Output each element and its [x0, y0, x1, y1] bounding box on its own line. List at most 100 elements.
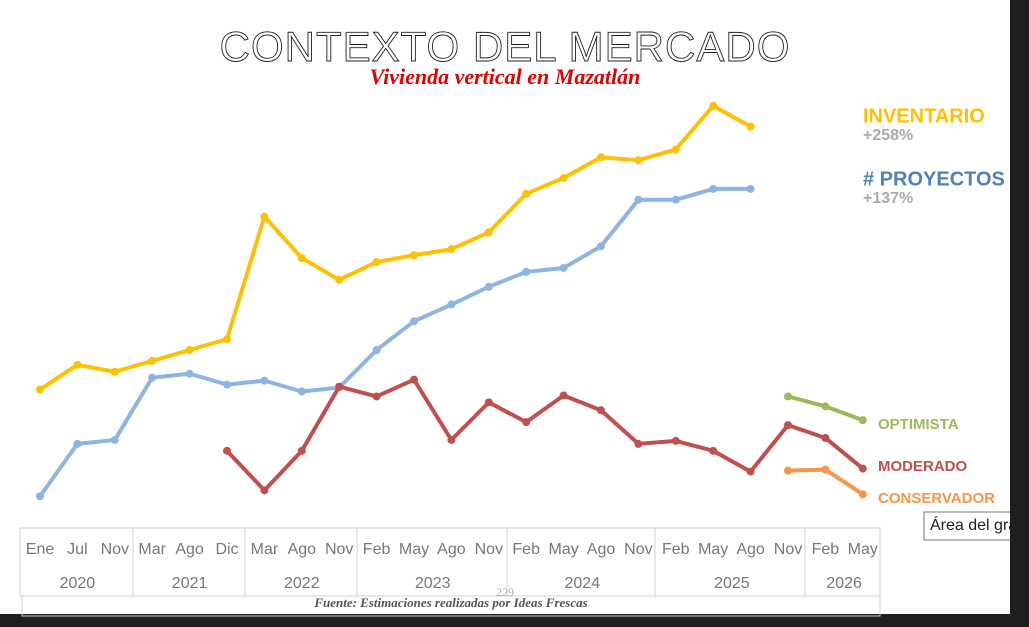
point [559, 174, 568, 183]
point [671, 195, 680, 204]
x-tick-label: Dic [215, 541, 238, 558]
point [185, 369, 194, 378]
point [335, 275, 344, 284]
series-line [38, 103, 752, 392]
point [372, 258, 381, 267]
point [372, 346, 381, 354]
x-tick-label: Nov [101, 541, 129, 558]
point [522, 189, 531, 198]
point [148, 373, 157, 382]
x-tick-label: Feb [662, 541, 690, 558]
x-tick-label: Mar [138, 541, 166, 558]
x-tick-label: Nov [475, 541, 503, 558]
point [223, 380, 231, 389]
point [709, 446, 718, 455]
source: Fuente: Estimaciones realizadas por Idea… [313, 595, 587, 610]
x-tick-label: May [698, 541, 728, 558]
point [223, 335, 231, 344]
x-tick-label: Nov [774, 541, 802, 558]
axis-table [19, 527, 881, 617]
point [484, 398, 493, 407]
x-tick-label: Jul [67, 541, 87, 558]
x-tick-label: Nov [325, 541, 353, 558]
year-label: 2026 [826, 575, 862, 592]
point [110, 435, 119, 444]
tooltip: Área del grá [930, 515, 1017, 534]
point [410, 251, 418, 260]
chart-subtitle: Vivienda vertical en Mazatlán [370, 64, 641, 89]
point [746, 467, 755, 476]
year-label: 2023 [415, 575, 451, 592]
point [634, 195, 643, 204]
x-tick-label: Nov [624, 541, 652, 558]
point [484, 228, 493, 237]
point [36, 492, 44, 501]
point [260, 376, 269, 385]
point [821, 402, 830, 411]
point [73, 360, 82, 369]
point [784, 421, 792, 430]
x-tick-label: Ago [175, 541, 204, 558]
point [148, 356, 157, 365]
point [821, 465, 830, 474]
point [671, 145, 680, 154]
chart-title: CONTEXTO DEL MERCADO [220, 23, 791, 70]
x-tick-label: Feb [812, 541, 840, 558]
point [447, 245, 456, 254]
legend-label: OPTIMISTA [878, 416, 959, 433]
point [821, 433, 830, 442]
point [410, 375, 418, 384]
x-tick-label: Ago [736, 541, 765, 558]
point [784, 466, 792, 475]
year-label: 2021 [172, 575, 208, 592]
point [522, 418, 531, 427]
x-tick-label: May [848, 541, 878, 558]
page-number: 229 [496, 585, 514, 599]
point [709, 101, 718, 110]
frame [1010, 0, 1029, 622]
point [447, 435, 456, 444]
point [709, 184, 718, 193]
legend-label: INVENTARIO [863, 105, 985, 127]
point [297, 446, 306, 455]
point [372, 392, 381, 401]
point [335, 382, 344, 391]
year-label: 2020 [60, 575, 96, 592]
year-label: 2025 [714, 575, 750, 592]
point [784, 392, 792, 401]
point [746, 184, 755, 193]
point [36, 385, 44, 394]
point [410, 317, 418, 326]
point [73, 439, 82, 448]
legend-label: # PROYECTOS [863, 168, 1005, 190]
point [223, 446, 231, 455]
point [597, 242, 605, 251]
point [484, 282, 493, 291]
x-tick-label: Ago [437, 541, 466, 558]
legend-label: CONSERVADOR [878, 490, 995, 507]
point [597, 406, 605, 415]
point [858, 490, 867, 499]
x-tick-label: Ago [587, 541, 616, 558]
legend-label: MODERADO [878, 458, 967, 475]
year-label: 2024 [565, 575, 601, 592]
x-tick-label: Ago [288, 541, 317, 558]
point [858, 464, 867, 473]
point [447, 300, 456, 309]
point [297, 387, 306, 396]
point [559, 263, 568, 272]
legend-change: +137% [863, 190, 913, 207]
point [858, 416, 867, 425]
x-tick-label: May [548, 541, 578, 558]
slide [0, 0, 1010, 614]
x-tick-label: Ene [26, 541, 55, 558]
point [110, 367, 119, 376]
source-box [21, 595, 881, 617]
point [671, 436, 680, 445]
year-label: 2022 [284, 575, 320, 592]
legend-change: +258% [863, 127, 913, 144]
x-tick-label: Feb [363, 541, 391, 558]
point [634, 439, 643, 448]
